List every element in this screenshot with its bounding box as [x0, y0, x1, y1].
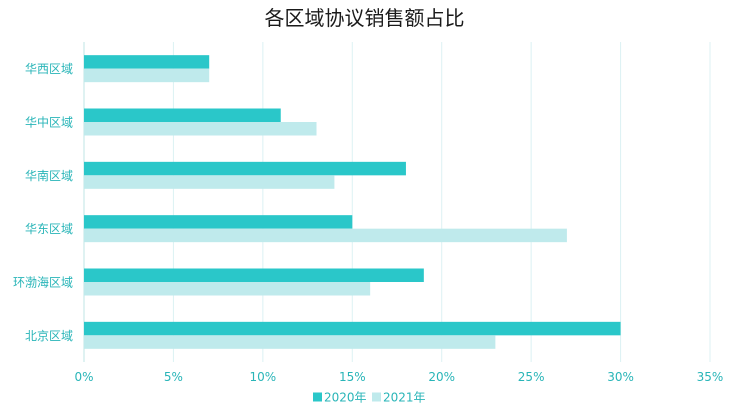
bar-2-6 [84, 335, 496, 349]
bar-1-4 [84, 215, 353, 229]
legend-swatch-2 [372, 392, 381, 402]
bar-1-5 [84, 268, 424, 282]
bar-1-2 [84, 108, 281, 122]
x-tick-labels: 0% 5% 10% 15% 20% 25% 30% 35% [74, 370, 723, 384]
bars [84, 55, 621, 349]
bar-1-3 [84, 161, 406, 176]
x-tick-label: 5% [164, 370, 183, 384]
legend-label-2: 2021年 [383, 391, 426, 405]
x-tick-label: 0% [74, 370, 93, 384]
category-label: 华中区域 [25, 115, 73, 130]
x-tick-label: 20% [428, 370, 455, 384]
category-label: 环渤海区域 [13, 275, 73, 290]
chart-title: 各区域协议销售额占比 [265, 6, 465, 30]
bar-2-2 [84, 122, 317, 136]
legend-label-1: 2020年 [324, 391, 367, 405]
category-label: 华南区域 [25, 168, 73, 183]
bar-2-1 [84, 68, 210, 83]
category-label: 北京区域 [25, 329, 73, 343]
x-tick-label: 15% [339, 370, 366, 384]
bar-2-5 [84, 282, 371, 296]
bar-2-4 [84, 228, 567, 243]
grid-lines [83, 42, 711, 362]
x-tick-label: 25% [518, 370, 545, 384]
bar-2-3 [84, 175, 335, 189]
category-label: 华东区域 [25, 222, 73, 236]
bar-1-6 [84, 321, 621, 336]
x-tick-label: 30% [607, 370, 634, 384]
bar-1-1 [84, 55, 210, 69]
legend: 2020年 2021年 [313, 391, 426, 405]
x-tick-label: 10% [250, 370, 277, 384]
category-label: 华西区域 [25, 62, 73, 76]
legend-swatch-1 [313, 392, 322, 402]
x-tick-label: 35% [697, 370, 724, 384]
